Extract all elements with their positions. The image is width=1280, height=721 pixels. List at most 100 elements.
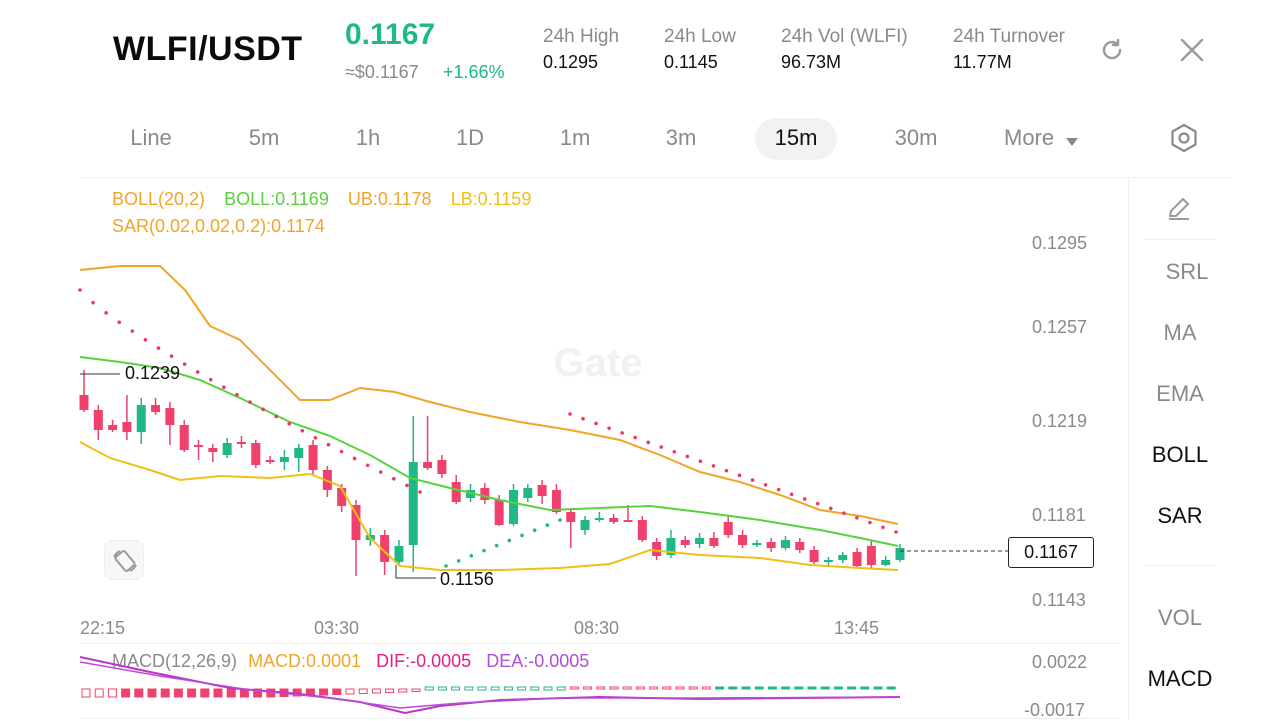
tab-1h[interactable]: 1h: [355, 125, 381, 150]
indicator-macd[interactable]: MACD: [1147, 666, 1213, 691]
refresh-icon[interactable]: [1098, 36, 1126, 69]
macd-bar: [345, 688, 355, 695]
price-change: +1.66%: [443, 62, 505, 82]
tab-1d[interactable]: 1D: [455, 125, 485, 150]
macd-bar: [81, 688, 91, 698]
candle-body: [122, 422, 132, 432]
sar-dot: [300, 428, 305, 433]
sar-dot: [91, 300, 95, 305]
macd-bar: [609, 686, 619, 690]
candle-body: [823, 560, 833, 562]
indicator-boll[interactable]: BOLL: [1151, 442, 1209, 467]
chart-settings-icon[interactable]: [1170, 123, 1198, 158]
tab-30m[interactable]: 30m: [894, 125, 938, 150]
indicator-ma[interactable]: MA: [1163, 320, 1197, 345]
candle-body: [494, 500, 504, 525]
stat-high: 24h High 0.1295: [543, 26, 619, 73]
pencil-icon[interactable]: [1165, 194, 1193, 227]
boll-mid-value: BOLL:0.1169: [224, 189, 329, 209]
sar-dot: [620, 431, 624, 435]
macd-bar: [147, 688, 157, 698]
candle-body: [508, 490, 518, 524]
candle-body: [466, 490, 476, 498]
sar-dot: [815, 501, 820, 506]
candle-body: [208, 448, 218, 452]
macd-bar: [754, 686, 764, 690]
sar-dot: [685, 454, 690, 459]
candle-body: [866, 546, 876, 565]
candle-body: [451, 482, 461, 502]
indicator-sar[interactable]: SAR: [1157, 503, 1203, 528]
sar-dot: [444, 564, 448, 568]
candle-body: [165, 408, 175, 425]
low-marker-label: 0.1156: [440, 569, 494, 589]
candle-body: [194, 445, 204, 447]
macd-bar: [675, 686, 685, 690]
macd-dif-line: [79, 656, 901, 715]
y-axis-label: 0.1181: [1032, 505, 1086, 525]
macd-axis-label: -0.0017: [1024, 700, 1086, 720]
y-axis-label: 0.1143: [1032, 590, 1086, 610]
x-axis-label: 13:45: [834, 618, 880, 638]
macd-bar: [622, 686, 632, 690]
y-axis-label: 0.1257: [1032, 317, 1088, 337]
sar-dot: [829, 506, 833, 511]
pair-title[interactable]: WLFI/USDT: [113, 30, 303, 68]
candle-body: [179, 425, 189, 450]
macd-bar: [226, 688, 236, 698]
macd-bar: [860, 686, 870, 690]
macd-bar: [213, 688, 223, 698]
tab-15m[interactable]: 15m: [755, 118, 837, 160]
stat-value: 0.1145: [664, 52, 718, 72]
stat-label: 24h Low: [664, 26, 736, 47]
indicator-vol[interactable]: VOL: [1157, 605, 1203, 630]
stat-value: 11.77M: [953, 52, 1012, 72]
macd-bar: [411, 688, 421, 692]
candle-body: [795, 542, 805, 550]
sar-dot: [494, 543, 499, 548]
candle-body: [480, 488, 490, 500]
tab-1m[interactable]: 1m: [559, 125, 591, 150]
sar-dot: [469, 553, 474, 558]
macd-bar: [820, 686, 830, 690]
tab-3m[interactable]: 3m: [665, 125, 697, 150]
tab-more[interactable]: More: [1004, 118, 1104, 160]
stat-value: 96.73M: [781, 52, 842, 72]
indicator-ema[interactable]: EMA: [1156, 381, 1204, 406]
macd-bar: [451, 686, 461, 691]
sar-dot: [378, 470, 383, 474]
macd-histogram: [81, 686, 896, 698]
macd-bar: [873, 686, 883, 690]
candle-body: [895, 548, 905, 560]
sar-dot: [868, 520, 872, 525]
y-axis-label: 0.1295: [1032, 233, 1088, 253]
macd-bar: [173, 688, 183, 698]
candle-body: [251, 443, 261, 465]
x-axis-label: 03:30: [314, 618, 360, 638]
indicator-srl[interactable]: SRL: [1165, 259, 1209, 284]
price-chart[interactable]: Gate: [0, 0, 1130, 720]
sar-dot: [594, 421, 598, 426]
sar-dot: [405, 483, 409, 488]
sar-dot: [507, 538, 512, 543]
macd-bar: [583, 686, 593, 690]
tab-line[interactable]: Line: [130, 125, 172, 150]
macd-bar: [701, 686, 711, 690]
sar-dot: [392, 476, 396, 481]
tab-5m[interactable]: 5m: [248, 125, 280, 150]
macd-bar: [94, 688, 104, 698]
sar-dot: [737, 473, 742, 478]
candle-body: [738, 535, 748, 545]
sar-dot: [633, 435, 637, 440]
sar-dot: [195, 370, 200, 374]
candles-group: [79, 370, 905, 576]
macd-bar: [517, 686, 527, 691]
sar-dot: [711, 464, 716, 468]
close-icon[interactable]: [1178, 36, 1206, 69]
candle-body: [136, 405, 146, 432]
macd-bar: [371, 688, 381, 694]
candle-body: [551, 490, 561, 512]
sar-dot: [274, 414, 278, 419]
macd-bar: [385, 688, 395, 693]
drawing-toggle-button[interactable]: [104, 540, 144, 580]
